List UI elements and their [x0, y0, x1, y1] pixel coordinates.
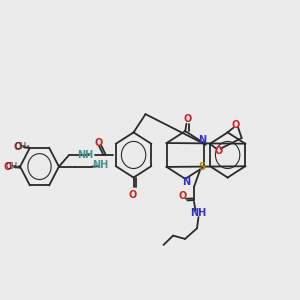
- Text: O: O: [129, 190, 137, 200]
- Text: NH: NH: [77, 150, 93, 160]
- Text: O: O: [95, 138, 103, 148]
- Text: S: S: [198, 162, 205, 172]
- Text: O: O: [178, 191, 187, 201]
- Text: O: O: [232, 120, 240, 130]
- Text: O: O: [13, 142, 21, 152]
- Text: N: N: [199, 135, 207, 146]
- Text: N: N: [182, 176, 190, 187]
- Text: O: O: [4, 162, 12, 172]
- Text: NH: NH: [190, 208, 207, 218]
- Text: CH₃: CH₃: [15, 142, 30, 152]
- Text: O: O: [184, 114, 192, 124]
- Text: O: O: [214, 146, 223, 156]
- Text: CH₃: CH₃: [6, 162, 21, 171]
- Text: NH: NH: [93, 160, 109, 170]
